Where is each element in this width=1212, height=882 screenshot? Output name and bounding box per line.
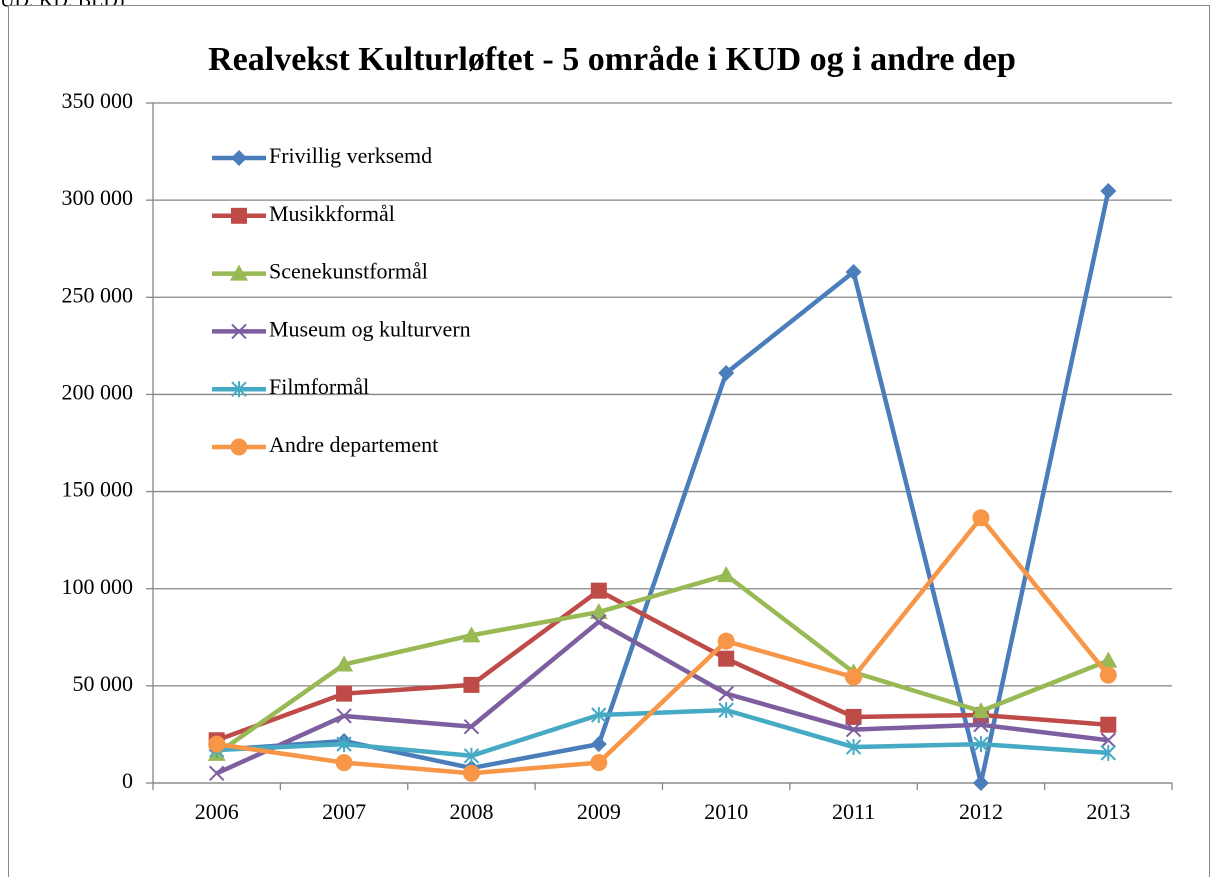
legend-marker [231,323,247,340]
y-tick-label: 250 000 [62,282,134,307]
series-line [215,572,1110,756]
y-tick-label: 300 000 [62,185,134,210]
data-point [718,365,735,382]
data-point [717,632,735,650]
x-tick-label: 2011 [832,799,875,824]
legend-label: Musikkformål [269,201,395,226]
data-point [845,708,862,725]
data-point [463,676,480,693]
x-tick-label: 2010 [704,799,748,824]
x-tick-label: 2009 [577,799,621,824]
y-tick-label: 150 000 [62,477,134,502]
legend-label: Andre departement [269,432,438,457]
data-point [590,754,608,772]
legend-label: Scenekunstformål [269,259,428,284]
y-tick-label: 200 000 [62,379,134,404]
data-point [1100,183,1117,200]
data-point [845,668,863,686]
data-point [1099,651,1118,668]
data-point [845,264,862,281]
y-tick-label: 100 000 [62,574,134,599]
y-tick-label: 350 000 [62,88,134,113]
legend-marker [231,150,247,166]
legend-label: Filmformål [269,374,369,399]
data-point [208,735,226,753]
data-point [973,717,989,733]
data-point [845,739,862,756]
data-point [1100,744,1117,761]
y-tick-label: 50 000 [73,671,134,696]
data-point [591,614,607,630]
data-point [336,736,352,753]
data-point [591,707,607,723]
series-line [216,515,1111,776]
data-point [973,736,989,753]
legend-marker [231,381,247,398]
data-point [208,765,225,781]
x-tick-label: 2006 [195,799,239,824]
data-point [463,718,480,735]
legend-label: Museum og kulturvern [269,316,471,341]
y-tick-label: 0 [122,768,133,793]
data-point [718,702,734,719]
data-point [590,582,607,599]
legend-label: Frivillig verksemd [269,143,432,168]
data-point [1100,716,1117,733]
series-line [215,619,1109,776]
legend-marker [230,438,248,456]
data-point [1100,732,1117,748]
data-point [971,702,990,719]
x-tick-label: 2007 [322,799,366,824]
data-point [590,736,607,753]
data-point [718,685,734,702]
data-point [463,747,480,764]
data-point [589,603,608,620]
series-line [216,707,1109,759]
data-point [972,775,989,791]
data-point [845,721,862,738]
data-point [336,685,353,702]
chart-title: Realvekst Kulturløftet - 5 område i KUD … [208,41,1016,78]
legend-marker [231,207,247,224]
data-point [717,566,736,583]
legend-marker [230,264,248,281]
data-point [335,754,353,772]
data-point [1099,666,1117,684]
data-point [718,650,735,667]
x-tick-label: 2012 [959,799,1003,824]
data-point [335,655,354,672]
data-point [462,764,480,782]
data-point [462,626,481,643]
data-point [336,708,352,724]
series-line [215,588,1109,743]
data-point [972,509,990,527]
x-tick-label: 2008 [449,799,493,824]
chart-border [8,5,1210,882]
x-tick-label: 2013 [1086,799,1130,824]
